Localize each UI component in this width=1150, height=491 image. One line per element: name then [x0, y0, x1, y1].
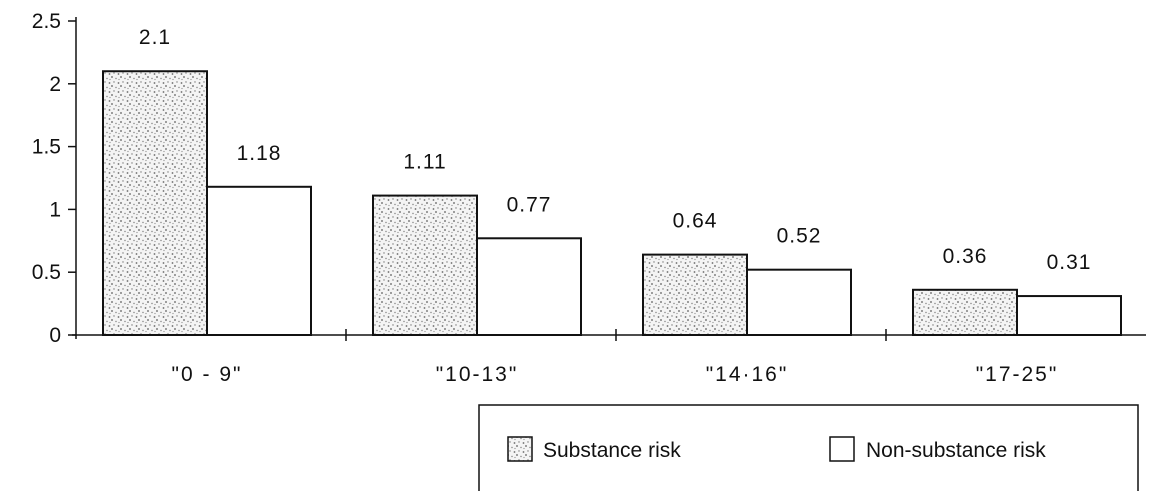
bars: [102, 70, 1122, 337]
data-label: 1.11: [403, 151, 446, 174]
y-tick-label: 1.5: [32, 136, 61, 159]
data-label: 0.64: [673, 210, 718, 233]
bar-substance-risk: [102, 70, 208, 337]
x-category-label: "0 - 9": [172, 363, 243, 386]
data-label: 0.52: [777, 225, 822, 248]
data-label: 1.18: [237, 142, 282, 165]
bar-substance-risk: [372, 194, 478, 336]
x-category-label: "17-25": [976, 363, 1059, 386]
data-label: 0.31: [1047, 251, 1092, 274]
axes: 0 0.5 1 1.5 2 2.5 "0 - 9" "10-13" "14·16" "17-25": [32, 10, 1146, 386]
y-tick-label: 0: [49, 324, 61, 347]
legend-label: Non-substance risk: [866, 439, 1046, 462]
legend-label: Substance risk: [543, 439, 681, 462]
legend-box: [478, 404, 1139, 491]
bar-non-substance-risk: [1016, 295, 1122, 336]
data-label: 0.77: [507, 193, 552, 216]
bar-non-substance-risk: [206, 185, 312, 336]
data-label: 0.36: [943, 245, 988, 268]
y-tick-label: 0.5: [32, 261, 61, 284]
legend-swatch: [507, 436, 533, 462]
legend-swatch: [829, 436, 855, 462]
data-label: 2.1: [139, 26, 171, 49]
bar-substance-risk: [912, 288, 1018, 336]
y-tick-label: 1: [49, 198, 61, 221]
y-tick-label: 2.5: [32, 10, 61, 33]
y-tick-label: 2: [49, 73, 61, 96]
legend: Substance risk Non-substance risk: [478, 404, 1139, 491]
bar-substance-risk: [642, 253, 748, 336]
bar-non-substance-risk: [476, 237, 582, 336]
value-labels: 2.1 1.18 1.11 0.77 0.64 0.52 0.36 0.31: [139, 26, 1092, 274]
bar-non-substance-risk: [746, 268, 852, 336]
x-category-label: "14·16": [706, 363, 789, 386]
x-category-label: "10-13": [436, 363, 519, 386]
